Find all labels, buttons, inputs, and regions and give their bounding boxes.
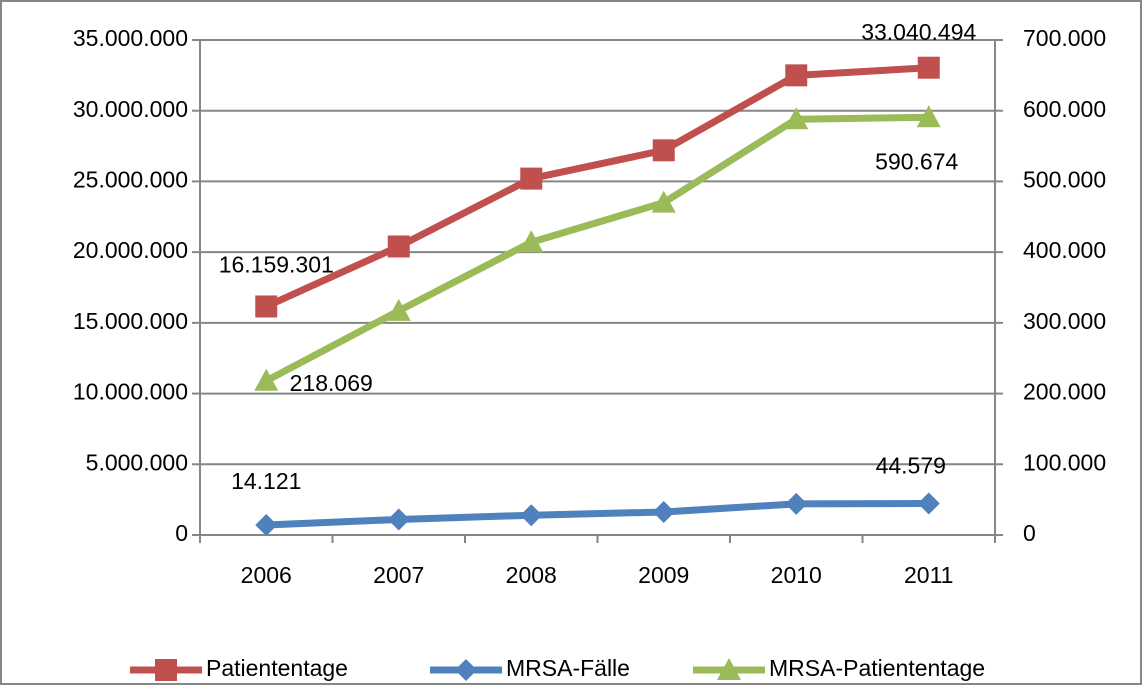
y-tick-label: 35.000.000 bbox=[73, 25, 188, 51]
data-point bbox=[785, 64, 808, 87]
series-line bbox=[264, 64, 929, 310]
data-point bbox=[255, 514, 278, 537]
data-point bbox=[917, 56, 940, 79]
data-point bbox=[255, 295, 278, 318]
data-label: 218.069 bbox=[290, 370, 373, 396]
data-point bbox=[784, 107, 809, 130]
legend-marker bbox=[455, 659, 477, 681]
series-line bbox=[266, 499, 929, 529]
data-point bbox=[652, 501, 675, 524]
legend-label: Patiententage bbox=[206, 655, 348, 681]
data-point bbox=[519, 230, 544, 253]
data-point bbox=[917, 492, 940, 515]
data-label: 14.121 bbox=[231, 468, 301, 494]
legend-marker bbox=[155, 659, 177, 681]
series-line bbox=[264, 113, 929, 384]
y2-tick-label: 400.000 bbox=[1023, 237, 1106, 263]
data-point bbox=[652, 139, 675, 162]
data-label: 16.159.301 bbox=[219, 252, 334, 278]
x-tick-label: 2011 bbox=[904, 562, 953, 588]
y2-tick-label: 0 bbox=[1023, 520, 1036, 546]
legend-marker bbox=[717, 658, 741, 680]
data-point bbox=[387, 235, 410, 258]
y2-tick-label: 600.000 bbox=[1023, 96, 1106, 122]
data-point bbox=[651, 190, 676, 213]
y-tick-label: 5.000.000 bbox=[86, 449, 188, 475]
data-label: 33.040.494 bbox=[861, 19, 976, 45]
y2-tick-label: 100.000 bbox=[1023, 449, 1106, 475]
y-tick-label: 15.000.000 bbox=[73, 308, 188, 334]
data-point bbox=[520, 504, 543, 527]
y-tick-label: 10.000.000 bbox=[73, 379, 188, 405]
data-point bbox=[386, 298, 411, 321]
data-point bbox=[387, 508, 410, 531]
y2-tick-label: 700.000 bbox=[1023, 25, 1106, 51]
x-tick-label: 2009 bbox=[638, 562, 689, 588]
x-tick-label: 2006 bbox=[241, 562, 292, 588]
x-tick-label: 2008 bbox=[506, 562, 557, 588]
y-tick-label: 0 bbox=[175, 520, 188, 546]
legend-label: MRSA-Patiententage bbox=[769, 655, 985, 681]
data-label: 590.674 bbox=[875, 148, 958, 174]
y2-tick-label: 200.000 bbox=[1023, 379, 1106, 405]
y-tick-label: 20.000.000 bbox=[73, 237, 188, 263]
y2-tick-label: 300.000 bbox=[1023, 308, 1106, 334]
data-point bbox=[254, 368, 279, 391]
data-label: 44.579 bbox=[876, 453, 946, 479]
x-tick-label: 2010 bbox=[771, 562, 822, 588]
data-point bbox=[916, 105, 941, 128]
data-point bbox=[520, 167, 543, 190]
legend-label: MRSA-Fälle bbox=[506, 655, 630, 681]
y2-tick-label: 500.000 bbox=[1023, 167, 1106, 193]
data-point bbox=[785, 492, 808, 515]
y-tick-label: 25.000.000 bbox=[73, 167, 188, 193]
y-tick-label: 30.000.000 bbox=[73, 96, 188, 122]
x-tick-label: 2007 bbox=[373, 562, 424, 588]
